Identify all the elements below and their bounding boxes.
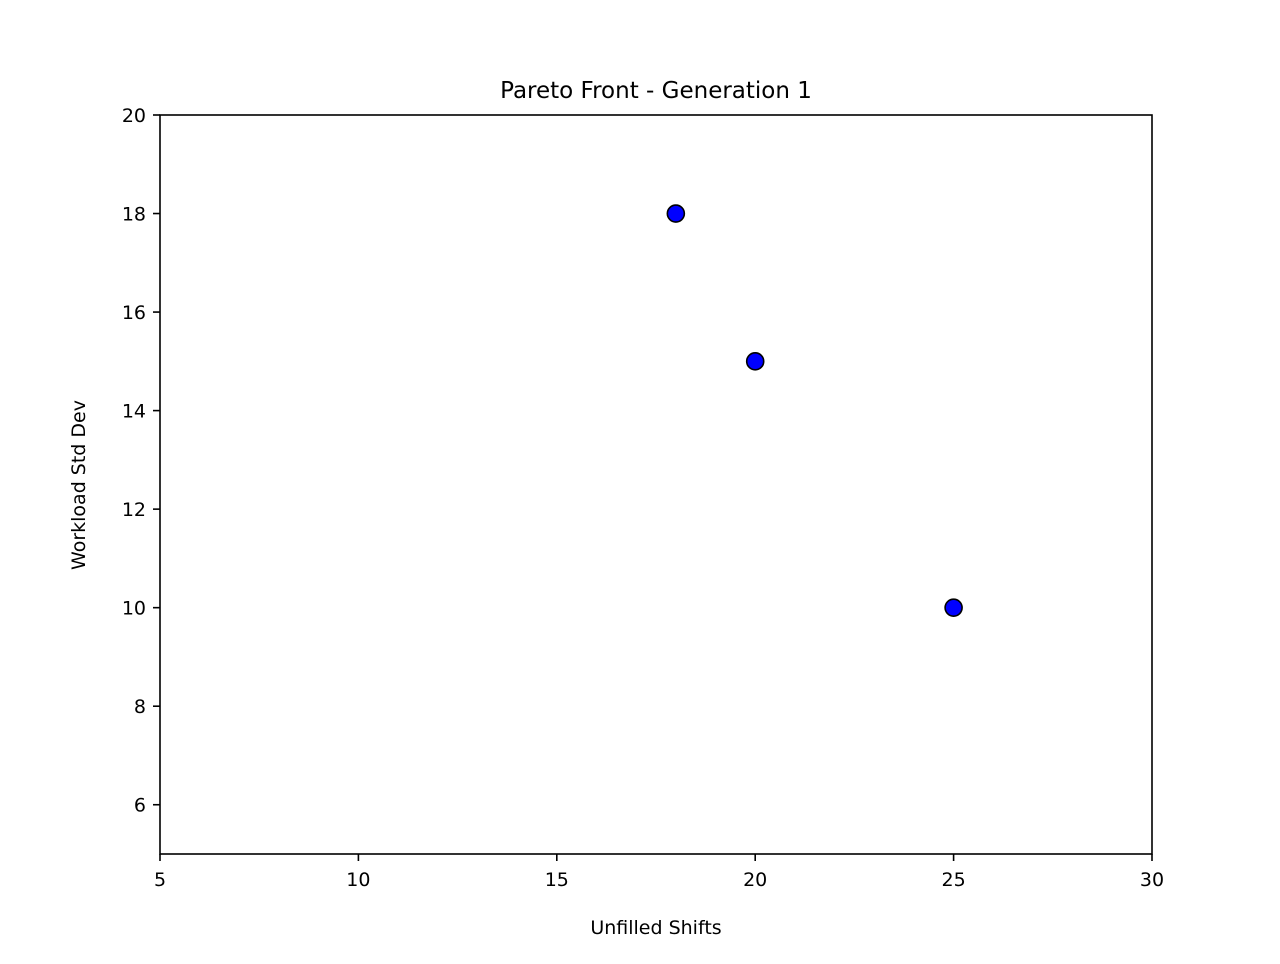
x-axis-label: Unfilled Shifts [590, 917, 721, 939]
x-tick-label: 10 [346, 869, 370, 891]
y-tick-label: 10 [122, 598, 146, 620]
data-point [745, 352, 765, 371]
y-tick-label: 8 [134, 696, 146, 718]
x-tick-label: 25 [942, 869, 966, 891]
data-points-layer [666, 204, 963, 617]
ticks-layer: 5 10 15 20 25 30 6 8 10 12 14 16 18 20 [122, 105, 1164, 891]
x-tick-label: 20 [743, 869, 767, 891]
data-point [944, 598, 963, 617]
y-tick-label: 16 [122, 302, 146, 324]
plot-area-frame [159, 114, 1153, 855]
data-point [666, 204, 686, 223]
y-tick-label: 20 [122, 105, 146, 127]
y-axis-label: Workload Std Dev [68, 400, 90, 570]
x-tick-label: 30 [1140, 869, 1164, 891]
x-tick-label: 5 [154, 869, 166, 891]
y-tick-label: 12 [122, 499, 146, 521]
chart-title: Pareto Front - Generation 1 [500, 78, 812, 104]
y-tick-label: 6 [134, 795, 146, 817]
y-tick-label: 18 [122, 204, 146, 226]
y-tick-label: 14 [122, 401, 146, 423]
x-tick-label: 15 [545, 869, 569, 891]
